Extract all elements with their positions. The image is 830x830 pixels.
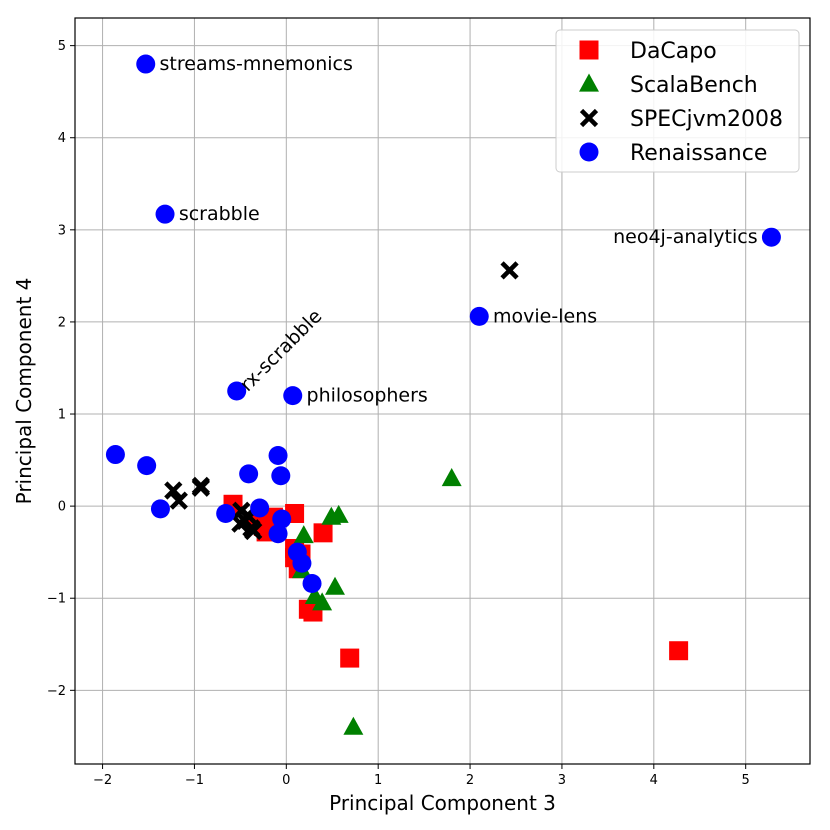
legend-label-scalabench: ScalaBench [630,73,758,98]
legend-marker-dacapo [579,40,599,60]
point-renaissance [283,386,303,406]
point-renaissance [105,445,125,465]
annotation-neo4j-analytics: neo4j-analytics [613,226,758,248]
point-dacapo [313,523,333,543]
point-specjvm2008 [169,491,188,510]
x-tick-label: −1 [185,773,204,788]
point-renaissance [268,445,288,465]
data-points [105,54,781,735]
legend: DaCapo ScalaBench SPECjvm2008 Renaissance [555,29,800,173]
point-specjvm2008 [244,521,263,541]
series-dacapo [223,494,689,668]
y-tick-label: 2 [58,315,66,330]
point-renaissance [216,503,236,523]
point-renaissance [136,54,156,74]
legend-label-specjvm2008: SPECjvm2008 [630,107,783,132]
x-tick-label: 5 [742,773,750,788]
point-specjvm2008 [164,481,183,500]
point-renaissance [227,381,247,401]
legend-label-dacapo: DaCapo [630,39,717,64]
point-dacapo [669,641,689,661]
y-tick-label: −2 [47,684,66,699]
x-tick-label: 0 [282,773,290,788]
point-scalabench [312,592,333,611]
point-renaissance [155,204,175,224]
annotation-streams-mnemonics: streams-mnemonics [160,53,353,75]
series-specjvm2008 [164,261,519,541]
annotation-philosophers: philosophers [307,385,428,407]
legend-item-specjvm2008: SPECjvm2008 [579,107,783,132]
point-scalabench [328,504,349,523]
point-scalabench [325,576,345,595]
point-scalabench [343,716,364,735]
legend-box [555,29,800,173]
legend-marker-renaissance [579,142,599,162]
point-renaissance [272,509,292,529]
y-tick-label: 4 [58,131,66,146]
x-tick-label: −2 [93,773,112,788]
y-axis-label: Principal Component 4 [12,278,36,505]
series-renaissance [105,54,781,593]
point-scalabench [441,468,462,487]
legend-marker-specjvm2008 [579,108,599,128]
annotation-scrabble: scrabble [179,203,260,225]
legend-item-scalabench: ScalaBench [579,73,758,98]
point-renaissance [239,464,259,484]
point-specjvm2008 [191,478,210,497]
legend-item-dacapo: DaCapo [579,39,717,64]
legend-item-renaissance: Renaissance [579,141,767,166]
series-scalabench [291,468,462,735]
x-tick-label: 2 [466,773,474,788]
y-tick-label: 1 [58,408,66,423]
x-axis-label: Principal Component 3 [329,791,556,815]
point-renaissance [271,466,291,486]
x-tick-label: 1 [374,773,382,788]
y-tick-label: 0 [58,500,66,515]
point-scalabench [293,525,314,544]
axis-ticks: −2 −1 0 1 2 3 4 5 −2 −1 0 1 2 3 4 5 [47,39,750,788]
annotation-rx-scrabble: rx-scrabble [236,305,327,396]
point-renaissance [268,524,288,544]
point-renaissance [761,227,781,247]
x-tick-label: 4 [650,773,658,788]
point-renaissance [302,573,322,593]
y-tick-label: 3 [58,223,66,238]
point-renaissance [469,306,489,326]
point-renaissance [292,553,312,573]
annotation-movie-lens: movie-lens [493,305,597,327]
legend-marker-scalabench [579,73,599,92]
point-dacapo [340,648,360,668]
point-renaissance [150,499,170,519]
point-renaissance [137,456,157,476]
x-tick-label: 3 [558,773,566,788]
y-tick-label: −1 [47,592,66,607]
y-tick-label: 5 [58,39,66,54]
point-renaissance [250,498,270,518]
legend-label-renaissance: Renaissance [630,141,767,166]
plot-frame [74,17,811,765]
point-specjvm2008 [500,261,519,280]
